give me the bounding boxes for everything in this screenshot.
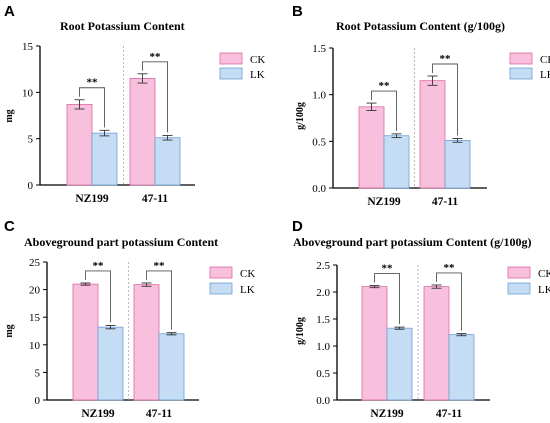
significance-bracket bbox=[436, 272, 462, 331]
y-tick-label: 1.5 bbox=[316, 314, 330, 326]
significance-bracket bbox=[142, 61, 168, 133]
y-tick-label: 25 bbox=[29, 257, 41, 269]
legend-label: LK bbox=[538, 284, 550, 296]
bar-ck bbox=[72, 283, 99, 401]
significance-label: ** bbox=[154, 260, 166, 272]
y-tick-label: 5 bbox=[28, 134, 34, 146]
y-tick-label: 10 bbox=[29, 340, 41, 352]
significance-label: ** bbox=[150, 51, 162, 63]
y-tick-label: 10 bbox=[22, 87, 34, 99]
bar-ck bbox=[133, 284, 160, 401]
chart-panel-b: B Root Potassium Content (g/100g) g/100g 0.… bbox=[292, 3, 550, 208]
legend-label: CK bbox=[240, 268, 255, 280]
chart-title: Aboveground part potassium Content bbox=[24, 235, 218, 249]
significance-bracket bbox=[79, 87, 105, 128]
y-tick-label: 0.0 bbox=[312, 183, 326, 195]
y-tick-label: 2.5 bbox=[316, 260, 330, 272]
legend-swatch-lk bbox=[219, 67, 243, 80]
bar-ck bbox=[423, 286, 450, 401]
x-tick-label: NZ199 bbox=[75, 193, 108, 205]
legend-label: CK bbox=[250, 54, 265, 66]
panel-letter: B bbox=[292, 3, 303, 20]
bar-ck bbox=[419, 80, 446, 189]
y-tick-label: 0.0 bbox=[316, 395, 330, 407]
y-tick-label: 0 bbox=[28, 180, 34, 192]
legend-swatch-lk bbox=[209, 282, 233, 295]
x-tick-label: 47-11 bbox=[146, 408, 172, 420]
significance-label: ** bbox=[93, 260, 105, 272]
panel-letter: C bbox=[4, 218, 15, 235]
y-axis-label: g/100g bbox=[295, 102, 306, 130]
significance-bracket bbox=[85, 270, 111, 323]
bar-lk bbox=[444, 139, 471, 189]
y-tick-label: 1.0 bbox=[312, 90, 326, 102]
chart-panel-a: A Root Potassium Content mg 0 5 10 15 ** NZ199 **… bbox=[4, 3, 265, 205]
bar-lk bbox=[158, 333, 185, 401]
legend-label: LK bbox=[540, 69, 550, 81]
x-tick-label: 47-11 bbox=[432, 196, 458, 208]
legend-swatch-ck bbox=[209, 266, 233, 279]
bar-lk bbox=[97, 326, 124, 401]
legend-swatch-lk bbox=[509, 67, 533, 80]
y-axis-label: mg bbox=[4, 109, 15, 122]
legend-label: CK bbox=[540, 54, 550, 66]
significance-bracket bbox=[146, 270, 172, 330]
significance-label: ** bbox=[379, 80, 391, 92]
y-tick-label: 20 bbox=[29, 285, 41, 297]
bar-ck bbox=[358, 106, 385, 189]
legend-swatch-ck bbox=[219, 52, 243, 65]
y-tick-label: 5 bbox=[35, 367, 41, 379]
significance-label: ** bbox=[440, 53, 452, 65]
panel-letter: D bbox=[292, 218, 303, 235]
legend-label: CK bbox=[538, 268, 550, 280]
bar-ck bbox=[129, 78, 156, 186]
significance-bracket bbox=[371, 90, 397, 131]
legend-label: LK bbox=[240, 284, 255, 296]
y-tick-label: 0 bbox=[35, 395, 41, 407]
bar-lk bbox=[386, 327, 413, 401]
significance-label: ** bbox=[87, 77, 99, 89]
bar-lk bbox=[91, 132, 118, 186]
x-tick-label: 47-11 bbox=[142, 193, 168, 205]
x-tick-label: NZ199 bbox=[367, 196, 400, 208]
y-axis-label: mg bbox=[4, 324, 15, 337]
y-tick-label: 1.5 bbox=[312, 43, 326, 55]
bar-ck bbox=[66, 103, 93, 186]
y-tick-label: 1.0 bbox=[316, 341, 330, 353]
x-tick-label: NZ199 bbox=[81, 408, 114, 420]
chart-panel-c: C Aboveground part potassium Content mg 0 5 1… bbox=[4, 218, 255, 420]
y-tick-label: 2.0 bbox=[316, 287, 330, 299]
x-tick-label: NZ199 bbox=[370, 408, 403, 420]
y-axis-label: g/100g bbox=[295, 317, 306, 345]
significance-bracket bbox=[374, 273, 400, 325]
y-tick-label: 0.5 bbox=[316, 368, 330, 380]
legend-swatch-ck bbox=[509, 52, 533, 65]
chart-title: Root Potassium Content (g/100g) bbox=[336, 19, 505, 33]
y-tick-label: 15 bbox=[22, 41, 34, 53]
significance-label: ** bbox=[382, 263, 394, 275]
bar-lk bbox=[154, 137, 181, 186]
legend-swatch-lk bbox=[507, 282, 531, 295]
chart-title: Root Potassium Content bbox=[60, 19, 185, 33]
legend-swatch-ck bbox=[507, 266, 531, 279]
bar-ck bbox=[361, 286, 388, 401]
significance-bracket bbox=[432, 63, 458, 136]
significance-label: ** bbox=[444, 262, 456, 274]
chart-title: Aboveground part potassium Content (g/10… bbox=[293, 235, 531, 249]
panel-letter: A bbox=[4, 3, 15, 20]
legend-label: LK bbox=[250, 69, 265, 81]
x-tick-label: 47-11 bbox=[436, 408, 462, 420]
bar-lk bbox=[383, 135, 410, 189]
y-tick-label: 15 bbox=[29, 312, 41, 324]
y-tick-label: 0.5 bbox=[312, 136, 326, 148]
bar-lk bbox=[448, 334, 475, 401]
